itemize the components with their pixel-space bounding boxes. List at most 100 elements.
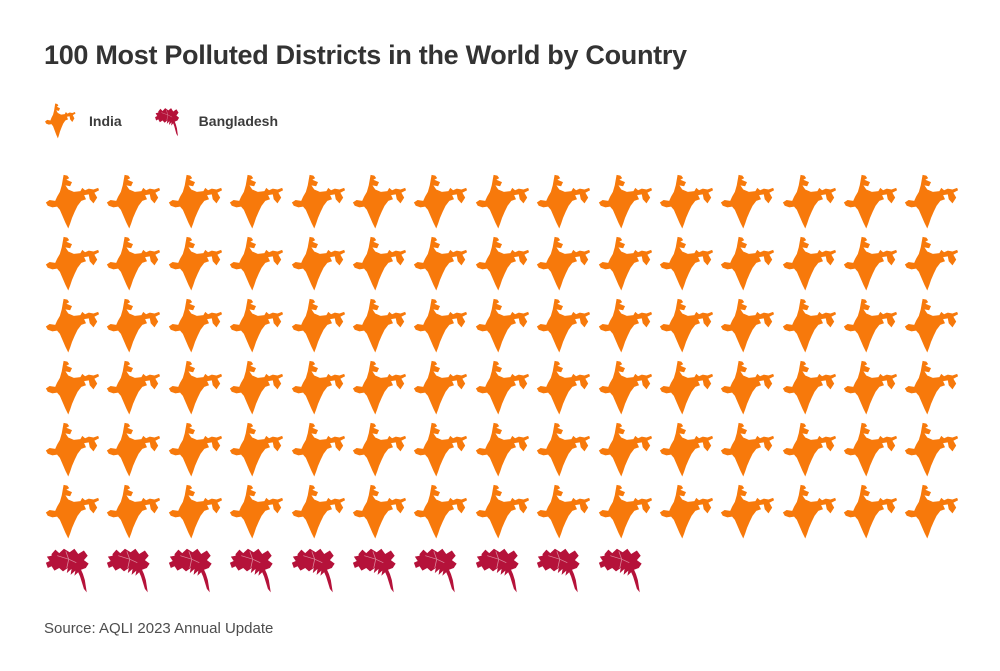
india-map-icon bbox=[719, 484, 780, 546]
india-map-icon bbox=[44, 174, 105, 236]
bangladesh-map-icon bbox=[105, 546, 166, 608]
india-map-icon bbox=[351, 360, 412, 422]
india-map-icon bbox=[167, 360, 228, 422]
india-map-icon bbox=[842, 484, 903, 546]
india-map-icon bbox=[842, 360, 903, 422]
india-map-icon bbox=[781, 360, 842, 422]
india-map-icon bbox=[597, 422, 658, 484]
india-map-icon bbox=[228, 484, 289, 546]
india-map-icon bbox=[658, 422, 719, 484]
india-map-icon bbox=[658, 174, 719, 236]
india-map-icon bbox=[167, 298, 228, 360]
india-map-icon bbox=[719, 422, 780, 484]
india-map-icon bbox=[105, 174, 166, 236]
india-map-icon bbox=[474, 422, 535, 484]
india-map-icon bbox=[167, 422, 228, 484]
india-map-icon bbox=[44, 422, 105, 484]
india-map-icon bbox=[597, 360, 658, 422]
india-map-icon bbox=[290, 422, 351, 484]
india-map-icon bbox=[290, 174, 351, 236]
india-map-icon bbox=[105, 484, 166, 546]
bangladesh-map-icon bbox=[44, 546, 105, 608]
india-map-icon bbox=[781, 236, 842, 298]
india-map-icon bbox=[412, 422, 473, 484]
india-map-icon bbox=[412, 360, 473, 422]
india-map-icon bbox=[228, 360, 289, 422]
india-map-icon bbox=[44, 298, 105, 360]
india-map-icon bbox=[597, 174, 658, 236]
india-map-icon bbox=[781, 422, 842, 484]
india-map-icon bbox=[167, 174, 228, 236]
india-map-icon bbox=[597, 484, 658, 546]
legend-item-india: India bbox=[44, 103, 122, 140]
india-map-icon bbox=[903, 360, 964, 422]
india-map-icon bbox=[474, 298, 535, 360]
india-map-icon bbox=[105, 236, 166, 298]
india-map-icon bbox=[535, 298, 596, 360]
india-map-icon bbox=[474, 360, 535, 422]
india-map-icon bbox=[658, 360, 719, 422]
india-map-icon bbox=[474, 236, 535, 298]
india-map-icon bbox=[842, 236, 903, 298]
india-map-icon bbox=[719, 298, 780, 360]
india-map-icon bbox=[903, 422, 964, 484]
india-map-icon bbox=[412, 236, 473, 298]
india-map-icon bbox=[351, 236, 412, 298]
bangladesh-map-icon bbox=[351, 546, 412, 608]
india-map-icon bbox=[228, 422, 289, 484]
bangladesh-map-icon bbox=[597, 546, 658, 608]
bangladesh-map-icon bbox=[535, 546, 596, 608]
bangladesh-map-icon bbox=[474, 546, 535, 608]
india-map-icon bbox=[105, 422, 166, 484]
legend-item-bangladesh: Bangladesh bbox=[154, 104, 278, 138]
india-map-icon bbox=[781, 298, 842, 360]
india-map-icon bbox=[535, 422, 596, 484]
legend-label-bangladesh: Bangladesh bbox=[198, 113, 279, 130]
india-map-icon bbox=[412, 174, 473, 236]
india-map-icon bbox=[228, 174, 289, 236]
india-map-icon bbox=[903, 484, 964, 546]
india-map-icon bbox=[903, 236, 964, 298]
india-map-icon bbox=[105, 360, 166, 422]
india-map-icon bbox=[842, 422, 903, 484]
india-map-icon bbox=[351, 298, 412, 360]
india-map-icon bbox=[597, 236, 658, 298]
india-map-icon bbox=[842, 298, 903, 360]
india-map-icon bbox=[535, 484, 596, 546]
india-map-icon bbox=[44, 360, 105, 422]
india-map-icon bbox=[474, 484, 535, 546]
chart-title: 100 Most Polluted Districts in the World… bbox=[44, 40, 687, 70]
india-map-icon bbox=[290, 360, 351, 422]
india-map-icon bbox=[290, 484, 351, 546]
india-map-icon bbox=[474, 174, 535, 236]
india-map-icon bbox=[597, 298, 658, 360]
india-map-icon bbox=[44, 484, 105, 546]
india-map-icon bbox=[781, 174, 842, 236]
india-map-icon bbox=[105, 298, 166, 360]
india-map-icon bbox=[167, 484, 228, 546]
india-map-icon bbox=[228, 298, 289, 360]
india-map-icon bbox=[535, 236, 596, 298]
india-map-icon bbox=[842, 174, 903, 236]
pictogram-grid bbox=[44, 174, 966, 608]
india-map-icon bbox=[535, 174, 596, 236]
india-map-icon bbox=[351, 422, 412, 484]
india-map-icon bbox=[290, 236, 351, 298]
india-map-icon bbox=[903, 298, 964, 360]
india-map-icon bbox=[167, 236, 228, 298]
india-map-icon bbox=[351, 174, 412, 236]
india-map-icon bbox=[535, 360, 596, 422]
bangladesh-map-icon bbox=[228, 546, 289, 608]
bangladesh-map-icon bbox=[154, 107, 179, 137]
legend-label-india: India bbox=[89, 113, 122, 130]
source-text: Source: AQLI 2023 Annual Update bbox=[44, 620, 274, 638]
india-map-icon bbox=[290, 298, 351, 360]
india-map-icon bbox=[719, 236, 780, 298]
india-map-icon bbox=[228, 236, 289, 298]
india-map-icon bbox=[719, 360, 780, 422]
india-map-icon bbox=[781, 484, 842, 546]
india-map-icon bbox=[412, 298, 473, 360]
india-map-icon bbox=[658, 484, 719, 546]
india-map-icon bbox=[45, 103, 76, 138]
india-map-icon bbox=[44, 236, 105, 298]
